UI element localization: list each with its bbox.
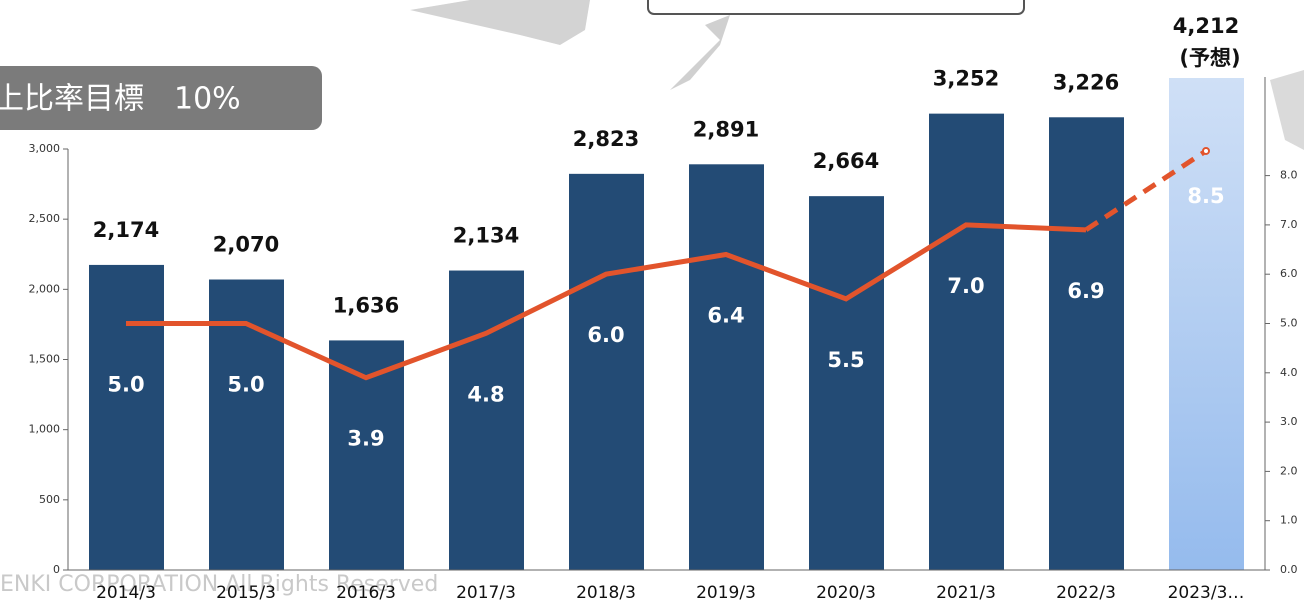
- y-tick-label: 2,000: [29, 282, 61, 295]
- bar-value-label: 2,134: [453, 224, 519, 248]
- bar-value-label: 1,636: [333, 293, 399, 317]
- target-box: [0, 66, 322, 130]
- line: [126, 222, 1087, 381]
- line-value-label: 6.9: [1067, 279, 1104, 303]
- x-tick-label: 2017/3: [456, 583, 516, 603]
- y-tick-label: 3,000: [29, 142, 61, 155]
- y2-tick-label: 5.0: [1280, 317, 1298, 330]
- forecast-point: [1202, 146, 1210, 155]
- bar-value-label: 3,252: [933, 67, 999, 91]
- bar-value-label: 3,226: [1053, 70, 1119, 94]
- x-tick-label: 2021/3: [936, 583, 996, 603]
- bar-value-label: 2,891: [693, 117, 759, 141]
- bar-value-label: 2,823: [573, 127, 639, 151]
- bar: [1049, 117, 1124, 570]
- target-text: 上比率目標 10%: [0, 82, 241, 117]
- y-tick-label: 500: [39, 493, 60, 506]
- box: [647, 0, 1025, 15]
- bar-value-label: 2,664: [813, 149, 879, 173]
- y2-tick-label: 4.0: [1280, 366, 1298, 379]
- map-shape: [670, 15, 730, 90]
- x-tick-label: 2014/3: [96, 583, 156, 603]
- bar: [569, 173, 644, 571]
- y2-tick-label: 6.0: [1280, 267, 1298, 280]
- line-value-label: 8.5: [1187, 184, 1224, 208]
- bar: [89, 264, 164, 570]
- y2-tick-label: 7.0: [1280, 218, 1298, 231]
- bar: [689, 164, 764, 570]
- line-value-label: 5.5: [827, 348, 864, 372]
- forecast-label: (予想): [1179, 46, 1240, 70]
- x-tick-label: 2019/3: [696, 583, 756, 603]
- bar: [929, 113, 1004, 571]
- bar: [809, 196, 884, 571]
- y2-tick-label: 8.0: [1280, 169, 1298, 182]
- line-value-label: 6.4: [707, 303, 744, 327]
- map-shape: [1270, 70, 1304, 150]
- bar: [329, 340, 404, 570]
- y-tick-label: 1,000: [29, 423, 61, 436]
- line-value-label: 6.0: [587, 323, 624, 347]
- x-tick-label: 2018/3: [576, 583, 636, 603]
- forecast-bar: [1169, 78, 1244, 570]
- watermark: ENKI CORPORATION All Rights Reserved: [0, 572, 438, 597]
- bar-value-label: 2,174: [93, 218, 159, 242]
- x-tick-label: 2015/3: [216, 583, 276, 603]
- y-tick-label: 0: [53, 563, 60, 576]
- y2-tick-label: 0.0: [1280, 563, 1298, 576]
- line-value-label: 7.0: [947, 274, 984, 298]
- bar: [449, 270, 524, 570]
- line-value-label: 5.0: [227, 373, 264, 397]
- forecast-line: [1084, 148, 1208, 232]
- y2-tick-label: 2.0: [1280, 464, 1298, 477]
- x-tick-label: 2020/3: [816, 583, 876, 603]
- y-tick-label: 1,500: [29, 353, 61, 366]
- line-value-label: 3.9: [347, 427, 384, 451]
- line-value-label: 5.0: [107, 373, 144, 397]
- x-tick-label: 2016/3: [336, 583, 396, 603]
- bar: [209, 279, 284, 570]
- x-tick-label: 2022/3: [1056, 583, 1116, 603]
- map-shape: [410, 0, 590, 45]
- line-value-label: 4.8: [467, 382, 504, 406]
- y-tick-label: 2,500: [29, 212, 61, 225]
- bar-value-label: 4,212: [1173, 14, 1239, 38]
- y2-tick-label: 1.0: [1280, 514, 1298, 527]
- bar-value-label: 2,070: [213, 233, 279, 257]
- x-tick-label: 2023/3…: [1168, 583, 1245, 603]
- y2-tick-label: 3.0: [1280, 415, 1298, 428]
